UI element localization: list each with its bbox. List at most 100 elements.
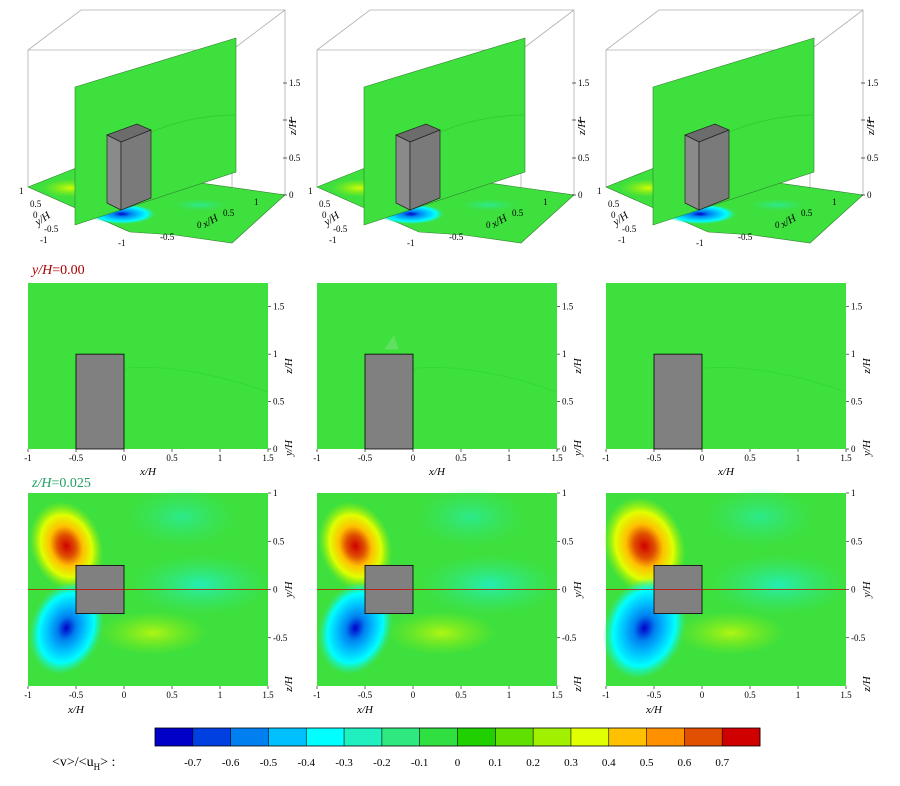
panel-horizontal-3: -1 -0.5 0 0.5 1 1.5 x/H -0.5 0 0.5 1 y/H z/H — [602, 487, 873, 716]
x-axis-label: x/H — [139, 466, 157, 478]
y-axis-label: y/H — [572, 581, 584, 599]
contour-line — [123, 366, 269, 393]
colorbar-tick-label: 0.6 — [678, 757, 692, 769]
colorbar-swatch — [344, 728, 383, 746]
x-tick-label: 1.5 — [262, 690, 274, 700]
x-tick-label: 1.5 — [551, 690, 563, 700]
corner-axis-label: y/H — [283, 439, 295, 457]
colorbar-swatch — [722, 728, 761, 746]
contour-blob — [384, 335, 399, 350]
x-tick-label: 1 — [218, 690, 223, 700]
z-tick-label: 0 — [289, 190, 294, 200]
x-tick-label: -0.5 — [358, 690, 373, 700]
x-tick-label: 1 — [254, 197, 259, 207]
x-tick-label: -0.5 — [160, 232, 175, 242]
x-tick-label: -1 — [313, 453, 321, 463]
colorbar-tick-label: -0.1 — [411, 757, 428, 769]
z-tick-label: 1 — [867, 115, 872, 125]
y-tick-label: 0 — [851, 444, 856, 454]
y-tick-label: 1 — [851, 488, 856, 498]
colorbar-swatch — [155, 728, 194, 746]
panel-3d-2: 00.511.5z/H-1-0.500.51y/H-1-0.500.51x/H — [308, 9, 590, 248]
y-axis-label: y/H — [283, 581, 295, 599]
y-tick-label: 1.5 — [562, 302, 574, 312]
panel-horizontal-2: -1 -0.5 0 0.5 1 1.5 x/H -0.5 0 0.5 1 y/H z/H — [313, 487, 584, 716]
building-side — [395, 134, 411, 211]
colorbar-tick-label: -0.6 — [222, 757, 240, 769]
x-tick-label: -0.5 — [738, 232, 753, 242]
box-edge — [27, 9, 286, 195]
y-tick-label: -0.5 — [333, 224, 348, 234]
contour-field — [28, 283, 268, 449]
x-tick-label: 0.5 — [744, 690, 756, 700]
x-tick-label: 0 — [122, 453, 127, 463]
building-front — [698, 129, 730, 211]
y-tick-label: -0.5 — [273, 633, 288, 643]
building-side — [684, 134, 700, 211]
colorbar-swatch — [457, 728, 496, 746]
y-tick-label: -0.5 — [622, 224, 637, 234]
colorbar-swatch — [684, 728, 723, 746]
y-tick-label: 0.5 — [608, 199, 620, 209]
panel-vertical-3: -1 -0.5 0 0.5 1 1.5 x/H 0 0.5 1 1.5 z/H y/H — [602, 283, 873, 478]
colorbar-swatch — [495, 728, 534, 746]
z-axis-label: z/H — [576, 119, 588, 136]
x-tick-label: -0.5 — [449, 232, 464, 242]
contour-lower-wake — [675, 610, 786, 655]
x-tick-label: 0 — [411, 690, 416, 700]
floor-contour-wake — [748, 199, 808, 211]
colorbar-swatch — [608, 728, 647, 746]
contour-lower-wake — [97, 610, 208, 655]
x-tick-label: 0 — [122, 690, 127, 700]
y-tick-label: 0 — [562, 585, 567, 595]
y-tick-label: 1 — [562, 349, 567, 359]
x-tick-label: -1 — [313, 690, 321, 700]
x-tick-label: -1 — [602, 690, 610, 700]
x-tick-label: 0 — [700, 690, 705, 700]
building — [75, 353, 125, 450]
x-tick-label: 1 — [507, 453, 512, 463]
colorbar-label-tail: > : — [100, 755, 115, 770]
y-tick-label: 0 — [33, 210, 38, 220]
colorbar-swatch — [570, 728, 610, 746]
x-tick-label: 1.5 — [262, 453, 274, 463]
box-edge — [231, 9, 286, 51]
x-tick-label: 0.5 — [223, 208, 235, 218]
colorbar-tick-label: -0.5 — [260, 757, 278, 769]
y-tick-label: -0.5 — [562, 633, 577, 643]
colorbar-swatch — [533, 728, 572, 746]
x-tick-label: 0.5 — [455, 453, 467, 463]
colorbar-swatch — [419, 728, 458, 746]
x-tick-label: 1 — [507, 690, 512, 700]
y-tick-label: -0.5 — [44, 224, 59, 234]
corner-axis-label: z/H — [861, 675, 873, 692]
x-tick-label: 0.5 — [801, 208, 813, 218]
x-tick-label: 1.5 — [840, 690, 852, 700]
y-tick-label: 0.5 — [851, 536, 863, 546]
y-tick-label: 1 — [562, 488, 567, 498]
y-tick-label: 0 — [322, 210, 327, 220]
z-tick-label: 0.5 — [578, 153, 590, 163]
contour-wake — [130, 554, 271, 615]
x-tick-label: 0 — [197, 220, 202, 230]
y-tick-label: 0 — [562, 444, 567, 454]
y-tick-label: 0.5 — [273, 397, 285, 407]
y-tick-label: 0.5 — [562, 536, 574, 546]
colorbar-tick-label: 0.3 — [564, 757, 578, 769]
panel-horizontal-1: -1 -0.5 0 0.5 1 1.5 x/H -0.5 0 0.5 1 y/H z/H — [24, 487, 295, 716]
contour-field — [606, 283, 846, 449]
z-axis-label: z/H — [865, 119, 877, 136]
colorbar-swatch — [268, 728, 307, 746]
x-tick-label: -0.5 — [358, 453, 373, 463]
y-tick-label: 1 — [273, 488, 278, 498]
x-tick-label: 0 — [700, 453, 705, 463]
box-edge — [809, 9, 864, 51]
plane-label-z-value: =0.025 — [51, 476, 90, 491]
colorbar-label: <v>/<uH> : — [52, 755, 115, 772]
box-edge — [520, 9, 575, 51]
colorbar-tick-label: 0.5 — [640, 757, 654, 769]
x-tick-label: 0.5 — [166, 690, 178, 700]
y-tick-label: 0 — [611, 210, 616, 220]
building-side — [106, 134, 122, 211]
x-tick-label: -1 — [24, 690, 32, 700]
